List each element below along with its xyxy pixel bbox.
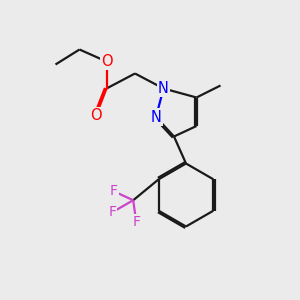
Text: O: O [101,54,112,69]
Text: F: F [132,215,140,229]
Text: F: F [108,205,116,219]
Text: N: N [158,81,169,96]
Text: N: N [151,110,161,124]
Text: F: F [110,184,118,198]
Text: O: O [90,108,102,123]
